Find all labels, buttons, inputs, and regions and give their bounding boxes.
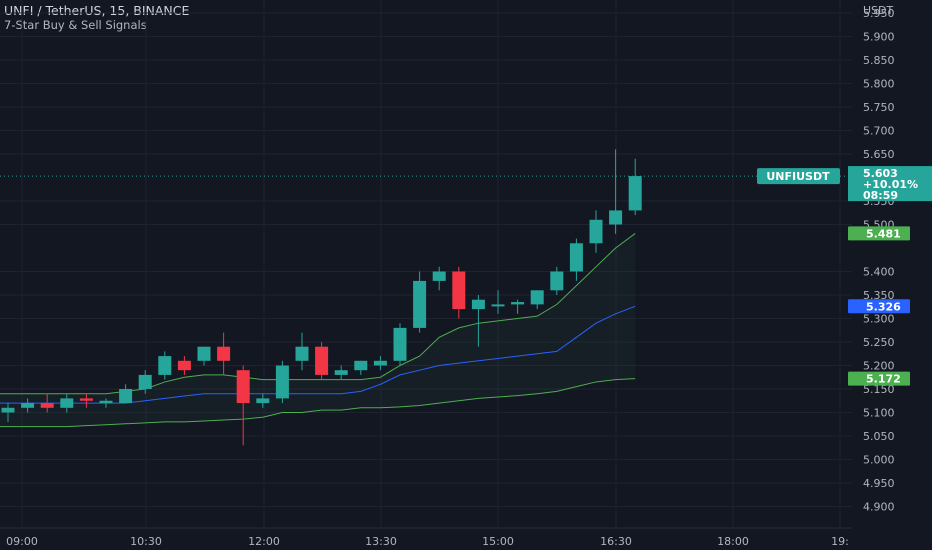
time-tick-label: 16:30 — [600, 535, 632, 548]
price-tick-label: 5.950 — [863, 7, 895, 20]
symbol-tag — [757, 168, 840, 185]
price-tick-label: 5.200 — [863, 360, 895, 373]
time-tick-label: 19: — [831, 535, 849, 548]
price-tick-label: 5.400 — [863, 266, 895, 279]
candles — [1, 149, 642, 446]
price-tick-label: 5.150 — [863, 383, 895, 396]
upper-band-tag-label: 5.481 — [866, 227, 901, 240]
candle-body — [40, 403, 54, 408]
price-tick-label: 5.000 — [863, 454, 895, 467]
price-axis-bg — [852, 0, 932, 550]
candle-body — [530, 290, 544, 305]
candle-body — [628, 176, 642, 211]
candle-body — [315, 346, 329, 375]
band-fill — [0, 233, 636, 427]
candle-body — [99, 400, 113, 404]
price-tick-label: 5.050 — [863, 430, 895, 443]
candle-body — [550, 271, 564, 291]
bands — [0, 233, 636, 428]
candle-body — [197, 346, 211, 361]
price-tick-label: 5.250 — [863, 336, 895, 349]
time-tick-label: 18:00 — [717, 535, 749, 548]
candle-body — [60, 398, 74, 408]
price-tags: UNFIUSDT 5.603+10.01%08:59 5.481 5.326 5.172 — [757, 166, 932, 386]
mid-band-line — [0, 305, 636, 404]
price-tick-label: 5.800 — [863, 78, 895, 91]
time-tick-label: 15:00 — [482, 535, 514, 548]
price-tick-label: 4.900 — [863, 501, 895, 514]
time-tick-label: 13:30 — [365, 535, 397, 548]
candle-body — [569, 243, 583, 272]
time-tick-label: 09:00 — [6, 535, 38, 548]
candle-body — [79, 398, 93, 401]
mid-band-tag — [848, 299, 910, 314]
candle-body — [393, 327, 407, 361]
price-tick-label: 5.900 — [863, 31, 895, 44]
price-tick-label: 5.650 — [863, 148, 895, 161]
candle-body — [491, 304, 505, 307]
price-tick-label: 5.850 — [863, 54, 895, 67]
candle-body — [1, 407, 15, 413]
price-tick-label: 5.750 — [863, 101, 895, 114]
candle-body — [138, 374, 152, 389]
time-tick-label: 12:00 — [248, 535, 280, 548]
candle-body — [334, 370, 348, 375]
candle-body — [275, 365, 289, 399]
candle-body — [354, 360, 368, 371]
price-tick-label: 5.100 — [863, 407, 895, 420]
candle-body — [373, 360, 387, 366]
last-price-label: 5.603 — [863, 167, 898, 180]
price-tick-label: 5.350 — [863, 289, 895, 302]
candle-body — [589, 219, 603, 244]
lower-band-tag-label: 5.172 — [866, 373, 901, 386]
mid-band-tag-label: 5.326 — [866, 300, 901, 313]
candle-body — [295, 346, 309, 361]
candle-body — [236, 370, 250, 404]
candle-body — [158, 356, 172, 375]
time-tick-label: 10:30 — [130, 535, 162, 548]
lower-band-tag — [848, 371, 910, 386]
price-tick-label: 5.700 — [863, 125, 895, 138]
upper-band-tag — [848, 226, 910, 241]
axis-currency: USDT — [863, 4, 894, 17]
grid — [0, 0, 852, 528]
candle-body — [609, 210, 623, 225]
price-tick-label: 4.950 — [863, 477, 895, 490]
candle-body — [256, 398, 270, 404]
chart-header: UNFI / TetherUS, 15, BINANCE 7-Star Buy … — [4, 3, 189, 33]
time-axis[interactable]: 09:00 10:30 12:00 13:30 15:00 16:30 18:00 19: — [0, 527, 852, 548]
symbol-tag-label: UNFIUSDT — [766, 170, 830, 183]
indicator-label[interactable]: 7-Star Buy & Sell Signals — [4, 18, 147, 32]
candle-body — [452, 271, 466, 310]
bar-countdown-label: 08:59 — [863, 189, 898, 202]
price-change-label: +10.01% — [863, 178, 918, 191]
candle-body — [432, 271, 446, 281]
lower-band-line — [0, 378, 636, 428]
price-tick-label: 5.300 — [863, 313, 895, 326]
candle-body — [471, 299, 485, 310]
last-price-tag — [848, 166, 932, 202]
candle-body — [217, 346, 231, 361]
candle-body — [177, 360, 191, 371]
candle-body — [21, 403, 35, 408]
candle-body — [119, 389, 133, 404]
candle-body — [413, 280, 427, 328]
candle-body — [511, 302, 525, 305]
chart-title[interactable]: UNFI / TetherUS, 15, BINANCE — [4, 3, 190, 18]
